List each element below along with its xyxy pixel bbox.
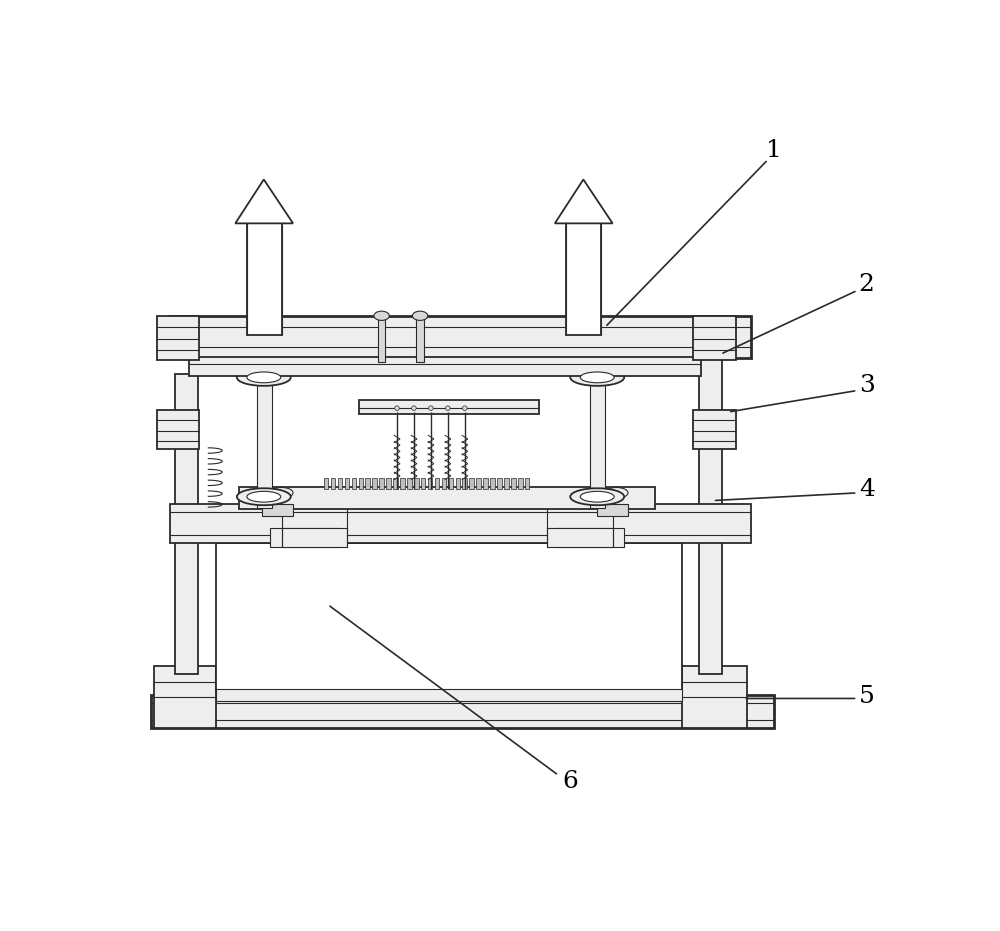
Text: 2: 2 <box>859 274 875 296</box>
Bar <box>151 695 774 728</box>
Bar <box>682 666 747 728</box>
Bar <box>257 373 272 508</box>
Bar <box>386 479 391 489</box>
Bar <box>324 479 328 489</box>
Bar <box>379 479 384 489</box>
Polygon shape <box>235 180 293 223</box>
Ellipse shape <box>237 369 291 385</box>
Bar <box>497 479 502 489</box>
Bar <box>597 505 628 516</box>
Bar <box>518 479 523 489</box>
Bar <box>239 488 655 509</box>
Bar <box>490 479 495 489</box>
Bar <box>247 223 282 335</box>
Ellipse shape <box>395 406 399 411</box>
Bar <box>416 316 424 362</box>
Bar <box>693 411 736 449</box>
Bar <box>428 479 432 489</box>
Ellipse shape <box>247 492 281 502</box>
Bar <box>393 479 398 489</box>
Text: 5: 5 <box>859 685 875 708</box>
Polygon shape <box>555 180 613 223</box>
Bar <box>566 223 601 335</box>
Bar <box>170 316 751 358</box>
Bar <box>365 479 370 489</box>
Bar <box>189 357 701 376</box>
Bar <box>456 479 460 489</box>
Bar <box>282 528 347 546</box>
Ellipse shape <box>412 311 428 320</box>
Bar <box>331 479 335 489</box>
Text: 3: 3 <box>859 373 875 397</box>
Bar <box>378 316 385 362</box>
Ellipse shape <box>580 492 614 502</box>
Bar <box>483 479 488 489</box>
Bar <box>216 543 682 693</box>
Bar <box>449 479 453 489</box>
Bar <box>372 479 377 489</box>
Ellipse shape <box>374 311 389 320</box>
Bar <box>175 373 198 674</box>
Text: 4: 4 <box>859 478 875 501</box>
Bar <box>262 505 293 516</box>
Bar <box>407 479 412 489</box>
Bar <box>699 350 722 674</box>
Bar <box>358 400 539 414</box>
Bar <box>555 528 624 546</box>
Bar <box>170 505 751 543</box>
Ellipse shape <box>270 488 293 498</box>
Text: 6: 6 <box>562 770 578 793</box>
Bar <box>414 479 419 489</box>
Bar <box>547 528 613 546</box>
Ellipse shape <box>412 406 416 411</box>
Bar <box>504 479 509 489</box>
Bar <box>693 316 736 360</box>
Bar <box>435 479 439 489</box>
Ellipse shape <box>605 488 628 498</box>
Ellipse shape <box>462 406 467 411</box>
Bar <box>154 666 216 728</box>
Bar <box>511 479 516 489</box>
Ellipse shape <box>570 488 624 506</box>
Bar <box>345 479 349 489</box>
Bar <box>421 479 425 489</box>
Bar <box>216 689 682 701</box>
Bar <box>525 479 529 489</box>
Bar <box>469 479 474 489</box>
Bar <box>358 479 363 489</box>
Ellipse shape <box>446 406 450 411</box>
Ellipse shape <box>247 372 281 383</box>
Bar <box>270 528 339 546</box>
Bar <box>157 411 199 449</box>
Bar <box>352 479 356 489</box>
Ellipse shape <box>570 369 624 385</box>
Bar <box>442 479 446 489</box>
Ellipse shape <box>429 406 433 411</box>
Bar <box>400 479 405 489</box>
Bar <box>476 479 481 489</box>
Text: 1: 1 <box>766 139 782 162</box>
Bar <box>462 479 467 489</box>
Ellipse shape <box>237 488 291 506</box>
Ellipse shape <box>580 372 614 383</box>
Bar <box>590 373 605 508</box>
Bar <box>338 479 342 489</box>
Bar <box>157 316 199 360</box>
